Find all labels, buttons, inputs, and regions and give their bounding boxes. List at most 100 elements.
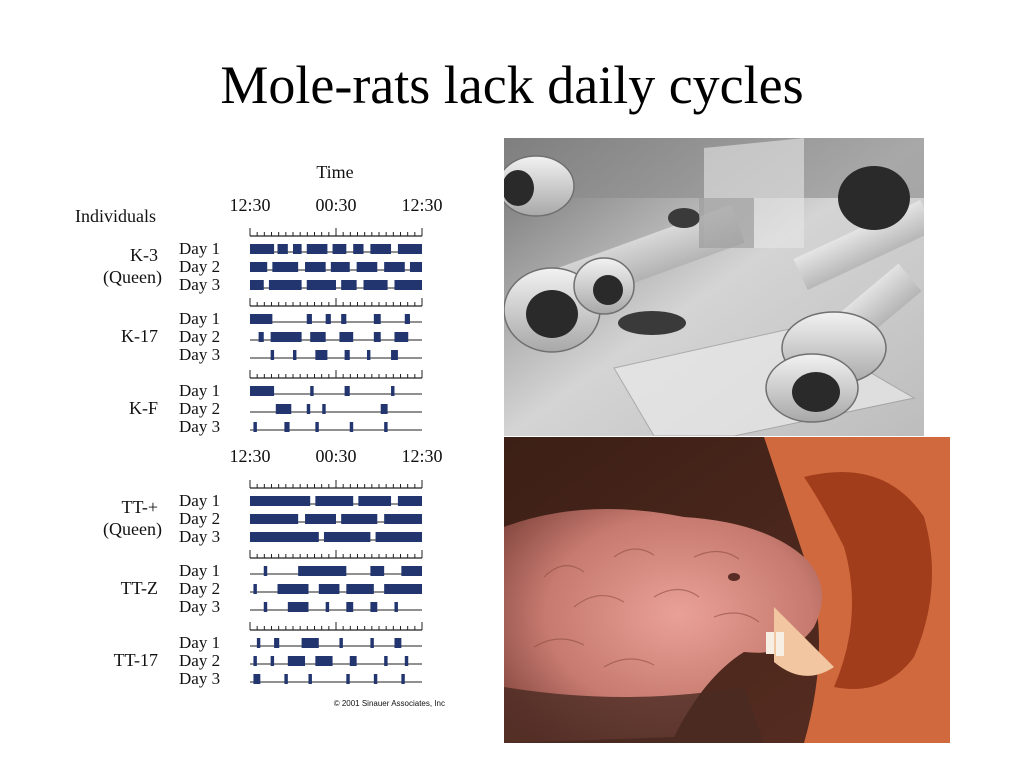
activity-bar bbox=[258, 332, 264, 342]
activity-bar bbox=[341, 280, 357, 290]
day-label: Day 3 bbox=[179, 345, 220, 364]
day-label: Day 1 bbox=[179, 491, 220, 510]
day-label: Day 3 bbox=[179, 597, 220, 616]
activity-bar bbox=[332, 244, 347, 254]
activity-bar bbox=[401, 566, 422, 576]
activity-bar bbox=[308, 674, 312, 684]
lab-tunnel-photo bbox=[504, 138, 924, 436]
activity-bar bbox=[370, 566, 385, 576]
activity-bar bbox=[318, 584, 340, 594]
day-label: Day 3 bbox=[179, 669, 220, 688]
activity-bar bbox=[250, 496, 311, 506]
activity-bar bbox=[305, 262, 326, 272]
activity-bar bbox=[256, 638, 261, 648]
activity-bar bbox=[270, 332, 302, 342]
activity-bar bbox=[384, 422, 388, 432]
activity-bar bbox=[394, 602, 398, 612]
day-label: Day 1 bbox=[179, 239, 220, 258]
lab-tunnel-image bbox=[504, 138, 924, 436]
activity-bar bbox=[250, 514, 299, 524]
activity-bar bbox=[391, 350, 398, 360]
activity-bar bbox=[344, 386, 350, 396]
day-label: Day 2 bbox=[179, 651, 220, 670]
activity-bar bbox=[306, 280, 336, 290]
activity-bar bbox=[284, 422, 290, 432]
activity-bar bbox=[370, 244, 392, 254]
activity-bar bbox=[325, 602, 330, 612]
activity-bar bbox=[277, 584, 309, 594]
individual-name: K-F bbox=[129, 398, 158, 418]
activity-bar bbox=[341, 314, 347, 324]
day-label: Day 2 bbox=[179, 399, 220, 418]
activity-bar bbox=[250, 386, 275, 396]
activity-bar bbox=[253, 584, 257, 594]
activity-bar bbox=[310, 386, 314, 396]
day-label: Day 3 bbox=[179, 527, 220, 546]
day-label: Day 2 bbox=[179, 509, 220, 528]
activity-bar bbox=[270, 656, 275, 666]
top-tick-label-1: 00:30 bbox=[315, 195, 356, 215]
activity-bar bbox=[250, 262, 268, 272]
activity-bar bbox=[384, 514, 422, 524]
time-axis-title: Time bbox=[316, 162, 353, 182]
activity-bar bbox=[310, 332, 326, 342]
activity-figure: Time Individuals 12:30 00:30 12:30 12:30 00:30… bbox=[70, 150, 460, 720]
activity-bar bbox=[373, 674, 378, 684]
activity-bar bbox=[346, 674, 350, 684]
activity-bar bbox=[363, 280, 388, 290]
individual-name: K-3 bbox=[130, 245, 158, 265]
day-label: Day 3 bbox=[179, 417, 220, 436]
activity-bar bbox=[404, 314, 410, 324]
individual-name: TT-17 bbox=[114, 650, 158, 670]
activity-bar bbox=[394, 638, 402, 648]
top-tick-label-2: 12:30 bbox=[401, 195, 442, 215]
activity-bar bbox=[322, 404, 326, 414]
activity-bar bbox=[253, 422, 257, 432]
activity-bar bbox=[268, 280, 302, 290]
day-label: Day 1 bbox=[179, 633, 220, 652]
activity-bar bbox=[306, 404, 311, 414]
activity-bar bbox=[358, 496, 392, 506]
activity-bar bbox=[339, 332, 354, 342]
top-tick-label-0: 12:30 bbox=[229, 195, 270, 215]
activity-bar bbox=[366, 350, 371, 360]
day-label: Day 1 bbox=[179, 381, 220, 400]
activity-bar bbox=[380, 404, 388, 414]
naked-mole-rat-photo bbox=[504, 437, 950, 743]
activity-bar bbox=[346, 602, 354, 612]
activity-bar bbox=[253, 674, 261, 684]
activity-bar bbox=[253, 656, 257, 666]
activity-bar bbox=[275, 404, 292, 414]
activity-bar bbox=[293, 244, 302, 254]
activity-bar bbox=[250, 244, 275, 254]
individual-name: TT-+ bbox=[122, 497, 158, 517]
individual-subname: (Queen) bbox=[103, 519, 162, 540]
activity-bar bbox=[277, 244, 288, 254]
day-label: Day 1 bbox=[179, 561, 220, 580]
activity-bar bbox=[409, 262, 422, 272]
activity-bar bbox=[315, 656, 333, 666]
individual-name: K-17 bbox=[121, 326, 158, 346]
slide-title: Mole-rats lack daily cycles bbox=[220, 55, 804, 115]
bottom-tick-label-2: 12:30 bbox=[401, 446, 442, 466]
activity-bar bbox=[323, 532, 371, 542]
activity-bar bbox=[315, 350, 328, 360]
activity-bar bbox=[384, 262, 405, 272]
activity-bar bbox=[272, 262, 299, 272]
activity-bar bbox=[370, 638, 374, 648]
bottom-tick-label-1: 00:30 bbox=[315, 446, 356, 466]
day-label: Day 2 bbox=[179, 257, 220, 276]
activity-bar bbox=[394, 332, 409, 342]
activity-bar bbox=[301, 638, 319, 648]
activity-bar bbox=[250, 314, 273, 324]
activity-bar bbox=[401, 674, 405, 684]
activity-bar bbox=[305, 514, 336, 524]
individuals-label: Individuals bbox=[75, 206, 156, 226]
activity-bar bbox=[373, 332, 381, 342]
activity-bar bbox=[270, 350, 275, 360]
naked-mole-rat-image bbox=[504, 437, 950, 743]
activity-bar bbox=[370, 602, 378, 612]
activity-bar bbox=[293, 350, 297, 360]
activity-bar bbox=[356, 262, 378, 272]
activity-bar bbox=[263, 566, 268, 576]
